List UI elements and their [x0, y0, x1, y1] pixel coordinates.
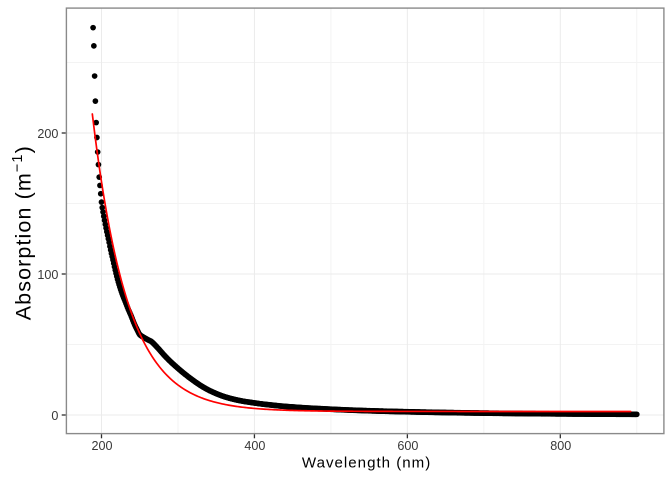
- svg-text:0: 0: [51, 409, 58, 423]
- svg-text:Absorption (m−1): Absorption (m−1): [10, 145, 35, 320]
- svg-text:200: 200: [91, 439, 112, 453]
- svg-text:100: 100: [37, 268, 58, 282]
- svg-text:600: 600: [397, 439, 418, 453]
- svg-text:400: 400: [244, 439, 265, 453]
- svg-text:800: 800: [550, 439, 571, 453]
- svg-text:200: 200: [37, 127, 58, 141]
- svg-text:Wavelength (nm): Wavelength (nm): [302, 454, 431, 471]
